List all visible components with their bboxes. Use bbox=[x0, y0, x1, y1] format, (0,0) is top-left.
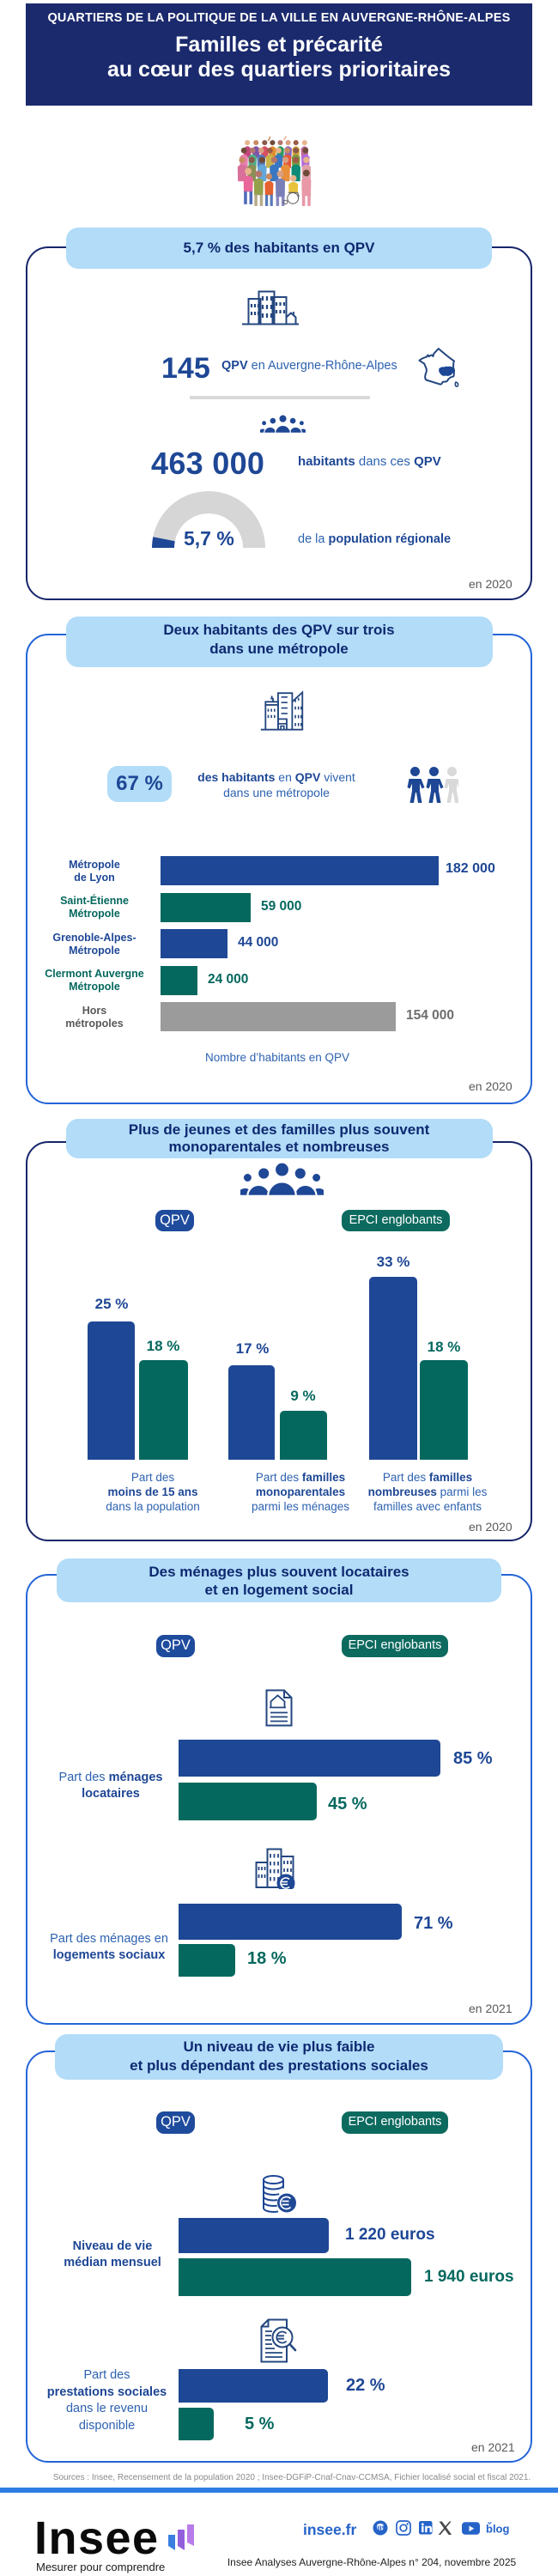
svg-text:b̌log: b̌log bbox=[486, 2522, 509, 2535]
